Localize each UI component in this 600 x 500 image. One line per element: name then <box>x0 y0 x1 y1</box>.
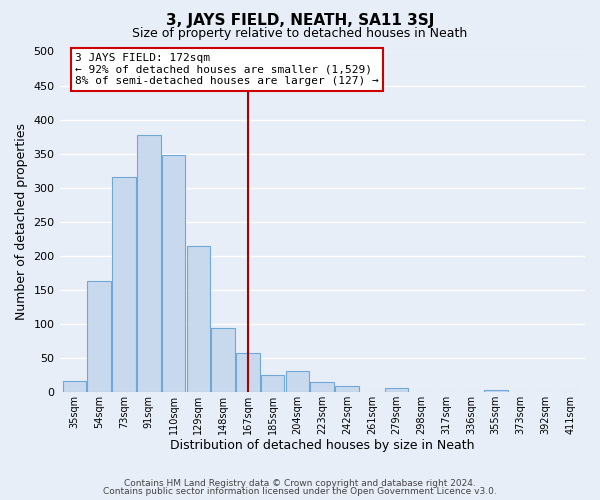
Y-axis label: Number of detached properties: Number of detached properties <box>15 123 28 320</box>
Bar <box>286 372 309 392</box>
Bar <box>162 155 185 392</box>
Text: Contains HM Land Registry data © Crown copyright and database right 2024.: Contains HM Land Registry data © Crown c… <box>124 478 476 488</box>
Bar <box>112 178 136 392</box>
Bar <box>335 386 359 392</box>
Bar <box>236 353 260 392</box>
Text: 3, JAYS FIELD, NEATH, SA11 3SJ: 3, JAYS FIELD, NEATH, SA11 3SJ <box>166 12 434 28</box>
Text: 3 JAYS FIELD: 172sqm
← 92% of detached houses are smaller (1,529)
8% of semi-det: 3 JAYS FIELD: 172sqm ← 92% of detached h… <box>75 53 379 86</box>
Bar <box>88 281 111 392</box>
Bar <box>187 246 210 392</box>
Bar <box>484 390 508 392</box>
Bar <box>137 135 161 392</box>
Bar <box>310 382 334 392</box>
Bar <box>261 375 284 392</box>
Text: Size of property relative to detached houses in Neath: Size of property relative to detached ho… <box>133 28 467 40</box>
Bar <box>62 381 86 392</box>
Bar <box>385 388 409 392</box>
Text: Contains public sector information licensed under the Open Government Licence v3: Contains public sector information licen… <box>103 487 497 496</box>
X-axis label: Distribution of detached houses by size in Neath: Distribution of detached houses by size … <box>170 440 475 452</box>
Bar <box>211 328 235 392</box>
